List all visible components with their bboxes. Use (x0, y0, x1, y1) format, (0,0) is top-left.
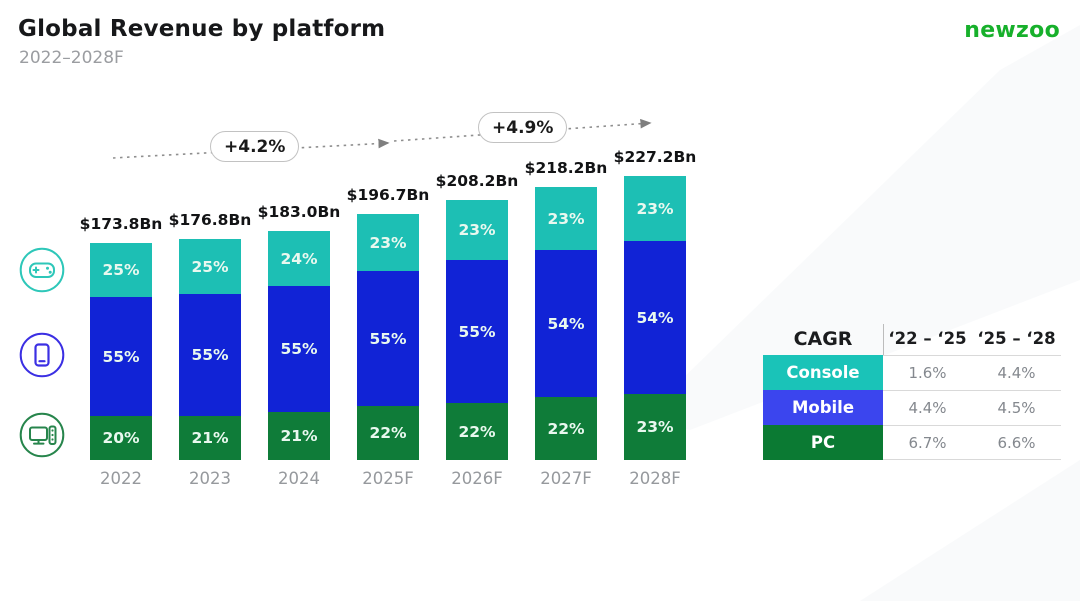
segment-percentage-label: 54% (636, 308, 674, 327)
growth-pill-2022-2025: +4.2% (210, 131, 300, 162)
segment-percentage-label: 24% (280, 249, 318, 268)
segment-pc: 20% (90, 416, 152, 460)
x-axis-label: 2023 (189, 469, 231, 488)
segment-percentage-label: 22% (547, 419, 585, 438)
segment-percentage-label: 25% (102, 261, 140, 279)
x-axis-label: 2022 (100, 469, 142, 488)
table-header-cagr: CAGR (793, 327, 853, 350)
segment-percentage-label: 54% (547, 314, 585, 333)
bar-total-label: $227.2Bn (613, 148, 697, 166)
segment-pc: 22% (446, 403, 508, 460)
x-axis-label: 2024 (278, 469, 320, 488)
page-subtitle: 2022–2028F (19, 48, 124, 68)
segment-percentage-label: 21% (280, 427, 318, 445)
segment-mobile: 55% (90, 297, 152, 416)
segment-percentage-label: 23% (636, 418, 674, 436)
table-row-label-console: Console (763, 355, 883, 390)
stacked-bar-2028F: 23% 54% 23% (624, 176, 686, 460)
segment-mobile: 55% (357, 271, 419, 406)
segment-percentage-label: 22% (458, 422, 496, 441)
segment-percentage-label: 23% (458, 221, 496, 239)
segment-mobile: 54% (624, 241, 686, 394)
segment-percentage-label: 22% (369, 424, 407, 442)
bar-total-label: $176.8Bn (168, 211, 252, 229)
segment-pc: 21% (179, 416, 241, 460)
stacked-bar-2026F: 23% 55% 22% (446, 200, 508, 460)
table-row-label-mobile: Mobile (763, 390, 883, 425)
segment-mobile: 55% (179, 294, 241, 416)
x-axis-label: 2028F (629, 469, 681, 488)
x-axis-label: 2027F (540, 469, 592, 488)
stacked-bar-2024: 24% 55% 21% (268, 231, 330, 460)
table-value-cell: 1.6% (883, 355, 972, 390)
stacked-bar-2027F: 23% 54% 22% (535, 187, 597, 460)
segment-pc: 23% (624, 394, 686, 460)
segment-mobile: 54% (535, 250, 597, 397)
segment-mobile: 55% (268, 286, 330, 412)
stacked-bar-2022: 25% 55% 20% (90, 243, 152, 460)
x-axis-label: 2026F (451, 469, 503, 488)
segment-percentage-label: 55% (191, 346, 229, 364)
stacked-bar-2025F: 23% 55% 22% (357, 214, 419, 460)
segment-console: 25% (90, 243, 152, 297)
page-title: Global Revenue by platform (18, 16, 386, 42)
segment-pc: 22% (357, 406, 419, 460)
table-header-22-25: ‘22 – ‘25 (888, 329, 967, 348)
segment-console: 23% (624, 176, 686, 241)
table-row-label-pc: PC (763, 425, 883, 460)
bar-total-label: $208.2Bn (435, 172, 519, 190)
segment-pc: 22% (535, 397, 597, 460)
cagr-table: CAGR ‘22 – ‘25 ‘25 – ‘28 Console 1.6% 4.4%… (763, 322, 1061, 460)
segment-percentage-label: 21% (191, 429, 229, 447)
segment-percentage-label: 23% (636, 199, 674, 218)
bar-total-label: $183.0Bn (257, 203, 341, 221)
segment-console: 25% (179, 239, 241, 294)
segment-percentage-label: 20% (102, 429, 140, 447)
table-value-cell: 4.4% (883, 390, 972, 425)
segment-console: 23% (357, 214, 419, 271)
segment-console: 23% (446, 200, 508, 260)
stacked-bar-2023: 25% 55% 21% (179, 239, 241, 460)
smartphone-icon (19, 332, 65, 378)
segment-percentage-label: 55% (369, 329, 407, 348)
gamepad-icon (19, 247, 65, 293)
segment-percentage-label: 55% (102, 347, 140, 366)
segment-console: 24% (268, 231, 330, 286)
growth-pill-2025-2028: +4.9% (478, 112, 568, 143)
segment-pc: 21% (268, 412, 330, 460)
segment-percentage-label: 23% (369, 233, 407, 252)
segment-percentage-label: 23% (547, 209, 585, 228)
segment-percentage-label: 55% (458, 322, 496, 341)
bar-total-label: $196.7Bn (346, 186, 430, 204)
segment-percentage-label: 55% (280, 340, 318, 358)
x-axis-label: 2025F (362, 469, 414, 488)
segment-console: 23% (535, 187, 597, 250)
table-value-cell: 4.4% (972, 355, 1061, 390)
table-value-cell: 6.7% (883, 425, 972, 460)
segment-percentage-label: 25% (191, 257, 229, 276)
table-header-divider (883, 324, 884, 355)
segment-mobile: 55% (446, 260, 508, 403)
table-value-cell: 4.5% (972, 390, 1061, 425)
desktop-pc-icon (19, 412, 65, 458)
newzoo-logo: newzoo (964, 18, 1060, 43)
table-header-25-28: ‘25 – ‘28 (977, 329, 1056, 348)
table-value-cell: 6.6% (972, 425, 1061, 460)
bar-total-label: $173.8Bn (79, 215, 163, 233)
bar-total-label: $218.2Bn (524, 159, 608, 177)
